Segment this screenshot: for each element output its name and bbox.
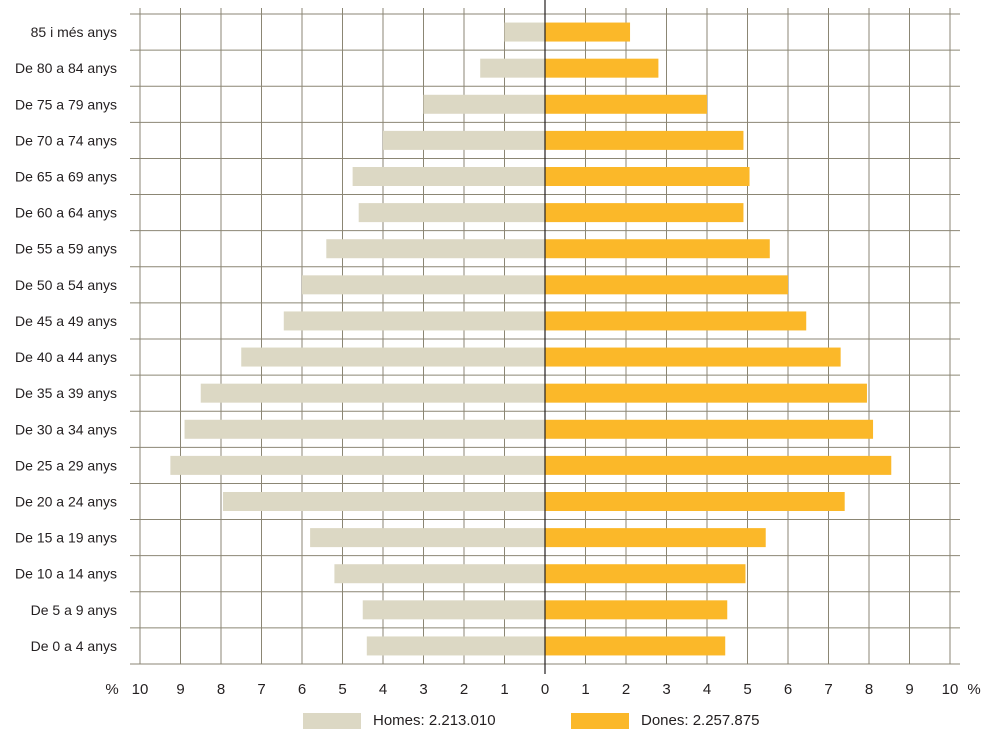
legend-swatch-dones	[571, 712, 629, 729]
x-tick-label: 9	[905, 681, 913, 698]
bar-dones	[545, 311, 807, 331]
bar-dones	[545, 22, 631, 42]
bar-dones	[545, 636, 726, 656]
bar-homes	[200, 383, 545, 403]
x-tick-label: 4	[703, 681, 711, 698]
category-label: De 30 a 34 anys	[15, 421, 117, 437]
bar-dones	[545, 564, 746, 584]
x-tick-label: 4	[379, 681, 387, 698]
category-label: De 20 a 24 anys	[15, 494, 117, 510]
x-tick-label: 7	[257, 681, 265, 698]
bar-homes	[302, 275, 545, 295]
bar-dones	[545, 492, 845, 511]
bar-homes	[184, 419, 546, 439]
category-label: De 10 a 14 anys	[15, 566, 117, 582]
legend-item-homes: Homes: 2.213.010	[303, 712, 496, 729]
category-label: De 35 a 39 anys	[15, 385, 117, 401]
category-label: De 15 a 19 anys	[15, 530, 117, 546]
x-tick-label: 7	[824, 681, 832, 698]
legend-label-homes: Homes: 2.213.010	[373, 712, 496, 729]
bar-homes	[423, 94, 545, 114]
x-unit-label-right: %	[967, 681, 980, 698]
category-label: De 5 a 9 anys	[31, 602, 117, 618]
bar-dones	[545, 455, 892, 475]
bar-homes	[358, 203, 545, 223]
bar-dones	[545, 239, 770, 259]
category-label: De 45 a 49 anys	[15, 313, 117, 329]
bar-homes	[283, 311, 545, 331]
x-tick-label: 9	[176, 681, 184, 698]
x-tick-label: 6	[298, 681, 306, 698]
category-label: De 55 a 59 anys	[15, 241, 117, 257]
bar-homes	[352, 167, 545, 186]
category-label: De 75 a 79 anys	[15, 96, 117, 112]
bar-homes	[366, 636, 545, 656]
x-tick-label: 8	[865, 681, 873, 698]
bar-dones	[545, 600, 728, 620]
x-tick-label: 10	[132, 681, 149, 698]
legend-item-dones: Dones: 2.257.875	[571, 712, 759, 729]
bar-dones	[545, 528, 766, 548]
bar-homes	[170, 455, 545, 475]
x-tick-label: 3	[662, 681, 670, 698]
bar-homes	[383, 130, 545, 150]
bar-homes	[334, 564, 545, 584]
category-label: 85 i més anys	[31, 24, 117, 40]
category-label: De 70 a 74 anys	[15, 132, 117, 148]
bar-dones	[545, 383, 867, 403]
category-label: De 80 a 84 anys	[15, 60, 117, 76]
category-label: De 0 a 4 anys	[31, 638, 117, 654]
x-tick-label: 10	[942, 681, 959, 698]
category-label: De 65 a 69 anys	[15, 169, 117, 185]
bar-dones	[545, 167, 750, 186]
x-tick-label: 0	[541, 681, 549, 698]
bar-homes	[480, 58, 545, 78]
chart-legend: Homes: 2.213.010 Dones: 2.257.875	[0, 712, 984, 736]
bar-dones	[545, 419, 874, 439]
bar-dones	[545, 275, 788, 295]
x-tick-label: 1	[581, 681, 589, 698]
category-label: De 60 a 64 anys	[15, 205, 117, 221]
x-tick-label: 5	[743, 681, 751, 698]
bar-homes	[310, 528, 545, 548]
category-label: De 50 a 54 anys	[15, 277, 117, 293]
bar-dones	[545, 58, 659, 78]
bar-homes	[504, 22, 545, 42]
x-tick-label: 6	[784, 681, 792, 698]
legend-swatch-homes	[303, 712, 361, 729]
bar-homes	[241, 347, 545, 367]
bar-homes	[326, 239, 545, 259]
legend-label-dones: Dones: 2.257.875	[641, 712, 760, 729]
x-tick-label: 2	[622, 681, 630, 698]
x-tick-label: 2	[460, 681, 468, 698]
x-tick-label: 3	[419, 681, 427, 698]
category-label: De 40 a 44 anys	[15, 349, 117, 365]
bar-dones	[545, 94, 707, 114]
x-unit-label-left: %	[105, 681, 118, 698]
bar-homes	[223, 492, 545, 511]
bar-homes	[362, 600, 545, 620]
bar-dones	[545, 347, 841, 367]
category-label: De 25 a 29 anys	[15, 457, 117, 473]
x-tick-label: 1	[500, 681, 508, 698]
x-tick-label: 8	[217, 681, 225, 698]
x-tick-label: 5	[338, 681, 346, 698]
bar-dones	[545, 203, 744, 223]
bar-dones	[545, 130, 744, 150]
